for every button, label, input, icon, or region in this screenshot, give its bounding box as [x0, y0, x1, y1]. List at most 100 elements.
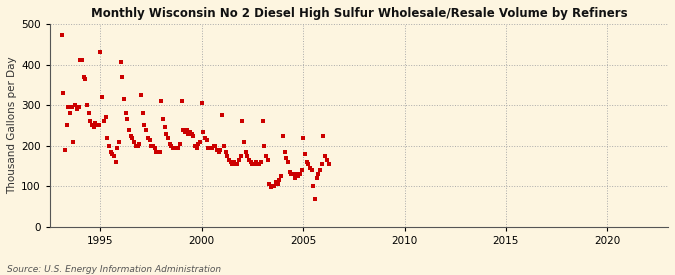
Point: [105, 150, 116, 154]
Point: [244, 158, 254, 162]
Point: [320, 154, 331, 158]
Point: [213, 150, 224, 154]
Point: [234, 158, 244, 162]
Point: [86, 123, 97, 128]
Point: [310, 196, 321, 201]
Point: [306, 168, 317, 172]
Y-axis label: Thousand Gallons per Day: Thousand Gallons per Day: [7, 57, 17, 194]
Point: [254, 162, 265, 166]
Point: [281, 156, 292, 160]
Point: [92, 123, 103, 128]
Point: [236, 154, 246, 158]
Point: [132, 144, 143, 148]
Point: [207, 145, 217, 150]
Point: [259, 144, 269, 148]
Point: [59, 148, 70, 152]
Point: [238, 139, 249, 144]
Point: [165, 142, 176, 146]
Point: [151, 150, 161, 154]
Text: Source: U.S. Energy Information Administration: Source: U.S. Energy Information Administ…: [7, 265, 221, 274]
Point: [256, 160, 267, 164]
Point: [175, 142, 186, 146]
Point: [122, 117, 133, 122]
Point: [205, 145, 216, 150]
Point: [191, 145, 202, 150]
Point: [180, 129, 190, 134]
Point: [95, 50, 106, 54]
Point: [257, 119, 268, 123]
Point: [203, 145, 214, 150]
Point: [284, 170, 295, 174]
Point: [136, 93, 146, 97]
Point: [147, 144, 158, 148]
Point: [129, 139, 140, 144]
Point: [124, 127, 134, 132]
Point: [296, 168, 307, 172]
Point: [113, 139, 124, 144]
Point: [137, 111, 148, 116]
Point: [58, 91, 69, 95]
Point: [161, 131, 171, 136]
Point: [196, 101, 207, 105]
Point: [246, 160, 256, 164]
Point: [130, 144, 141, 148]
Point: [127, 136, 138, 140]
Point: [178, 127, 188, 132]
Point: [267, 184, 278, 189]
Point: [261, 154, 271, 158]
Point: [277, 133, 288, 138]
Point: [293, 174, 304, 178]
Point: [242, 154, 253, 158]
Point: [304, 166, 315, 170]
Point: [159, 125, 170, 130]
Point: [70, 103, 80, 107]
Point: [93, 123, 104, 128]
Point: [286, 172, 297, 176]
Title: Monthly Wisconsin No 2 Diesel High Sulfur Wholesale/Resale Volume by Refiners: Monthly Wisconsin No 2 Diesel High Sulfu…: [90, 7, 627, 20]
Point: [72, 107, 82, 111]
Point: [200, 136, 211, 140]
Point: [283, 160, 294, 164]
Point: [211, 148, 222, 152]
Point: [88, 125, 99, 130]
Point: [232, 162, 243, 166]
Point: [311, 176, 322, 180]
Point: [110, 160, 121, 164]
Point: [274, 178, 285, 183]
Point: [83, 111, 94, 116]
Point: [298, 136, 308, 140]
Point: [195, 139, 206, 144]
Point: [154, 150, 165, 154]
Point: [115, 60, 126, 65]
Point: [120, 111, 131, 116]
Point: [112, 145, 123, 150]
Point: [222, 154, 233, 158]
Point: [156, 99, 167, 103]
Point: [167, 145, 178, 150]
Point: [65, 111, 76, 116]
Point: [237, 119, 248, 123]
Point: [68, 139, 79, 144]
Point: [321, 158, 332, 162]
Point: [103, 144, 114, 148]
Point: [210, 144, 221, 148]
Point: [73, 105, 84, 109]
Point: [171, 145, 182, 150]
Point: [76, 58, 87, 63]
Point: [100, 115, 111, 120]
Point: [208, 144, 219, 148]
Point: [56, 33, 67, 37]
Point: [66, 105, 77, 109]
Point: [288, 172, 298, 176]
Point: [126, 133, 136, 138]
Point: [263, 158, 273, 162]
Point: [102, 136, 113, 140]
Point: [273, 182, 284, 186]
Point: [240, 150, 251, 154]
Point: [291, 172, 302, 176]
Point: [82, 103, 92, 107]
Point: [169, 145, 180, 150]
Point: [264, 182, 275, 186]
Point: [223, 158, 234, 162]
Point: [247, 162, 258, 166]
